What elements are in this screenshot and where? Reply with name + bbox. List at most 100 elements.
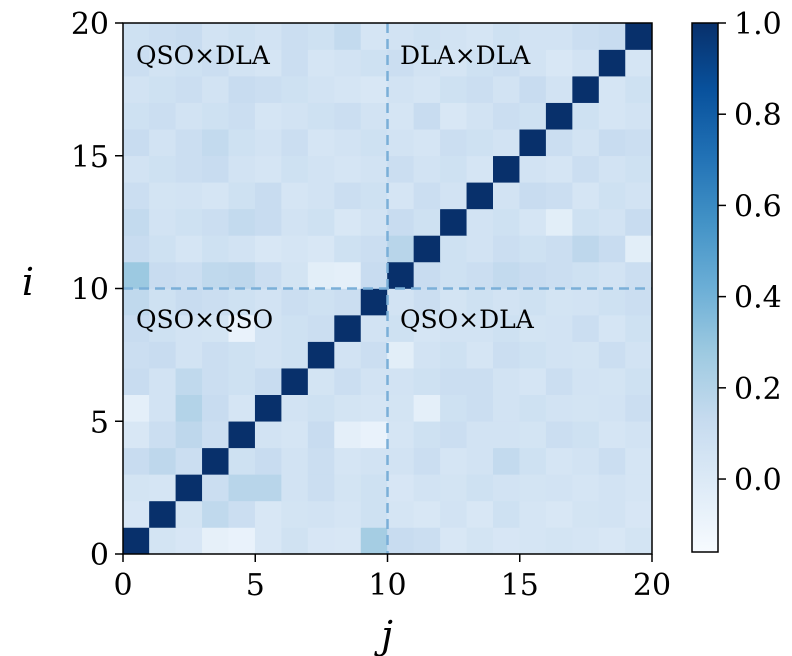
heatmap-cell bbox=[122, 49, 150, 77]
heatmap-cell bbox=[519, 367, 547, 395]
heatmap-cell bbox=[228, 102, 256, 130]
heatmap-cell bbox=[598, 367, 626, 395]
heatmap-cell bbox=[387, 22, 415, 50]
heatmap-cell bbox=[149, 235, 177, 263]
heatmap-cell bbox=[387, 527, 415, 555]
heatmap-cell bbox=[228, 182, 256, 210]
heatmap-cell bbox=[572, 341, 600, 369]
heatmap-cell bbox=[519, 235, 547, 263]
heatmap-cell bbox=[466, 420, 494, 449]
heatmap-cell bbox=[334, 49, 362, 77]
heatmap-cell bbox=[175, 182, 203, 210]
heatmap-cell bbox=[122, 474, 150, 502]
heatmap-cell bbox=[572, 49, 600, 77]
heatmap-cell bbox=[307, 261, 335, 289]
heatmap-cell bbox=[545, 367, 573, 395]
heatmap-cell bbox=[307, 474, 335, 502]
heatmap-cell bbox=[493, 341, 521, 369]
colorbar-tick-label: 0.8 bbox=[734, 98, 782, 133]
heatmap-cell bbox=[440, 288, 468, 316]
heatmap-cell bbox=[307, 49, 335, 77]
heatmap-cell bbox=[625, 500, 653, 528]
heatmap-cell bbox=[545, 447, 573, 475]
heatmap-cell bbox=[519, 182, 547, 210]
heatmap-cell bbox=[493, 420, 521, 449]
heatmap-cell bbox=[254, 314, 282, 342]
heatmap-cell bbox=[493, 367, 521, 395]
heatmap-cell bbox=[572, 314, 600, 342]
heatmap-cell bbox=[149, 208, 177, 236]
heatmap-cell bbox=[413, 367, 441, 395]
heatmap-cell bbox=[202, 128, 230, 157]
heatmap-cell bbox=[545, 208, 573, 236]
heatmap-cell bbox=[413, 314, 441, 342]
heatmap-cell bbox=[254, 22, 282, 50]
heatmap-cell bbox=[625, 341, 653, 369]
heatmap-cell bbox=[175, 447, 203, 475]
heatmap-cell bbox=[519, 208, 547, 236]
heatmap-cell bbox=[202, 314, 230, 342]
heatmap-cell bbox=[466, 314, 494, 342]
heatmap-cell bbox=[307, 208, 335, 236]
heatmap-cell bbox=[307, 182, 335, 210]
heatmap-cell bbox=[360, 288, 388, 316]
heatmap-cell bbox=[281, 367, 309, 395]
heatmap-cell bbox=[598, 155, 626, 183]
heatmap-cell bbox=[545, 420, 573, 449]
heatmap-cell bbox=[598, 500, 626, 528]
heatmap-cell bbox=[440, 208, 468, 236]
heatmap-cell bbox=[360, 527, 388, 555]
heatmap-cell bbox=[598, 288, 626, 316]
heatmap-cell bbox=[228, 235, 256, 263]
heatmap-cell bbox=[254, 102, 282, 130]
heatmap-cell bbox=[572, 420, 600, 449]
heatmap-cell bbox=[413, 447, 441, 475]
heatmap-cell bbox=[307, 102, 335, 130]
heatmap-cell bbox=[413, 75, 441, 103]
heatmap-cell bbox=[440, 447, 468, 475]
heatmap-cell bbox=[493, 235, 521, 263]
heatmap-cell bbox=[334, 341, 362, 369]
heatmap-cell bbox=[625, 474, 653, 502]
heatmap-cell bbox=[149, 447, 177, 475]
heatmap-cell bbox=[387, 128, 415, 157]
heatmap-cell bbox=[360, 75, 388, 103]
heatmap-cell bbox=[228, 394, 256, 422]
heatmap-cell bbox=[625, 102, 653, 130]
heatmap-cell bbox=[122, 75, 150, 103]
heatmap-cell bbox=[519, 102, 547, 130]
heatmap-cell bbox=[598, 527, 626, 555]
heatmap-cell bbox=[519, 394, 547, 422]
heatmap-cell bbox=[440, 49, 468, 77]
heatmap-cell bbox=[202, 75, 230, 103]
heatmap-cell bbox=[254, 394, 282, 422]
heatmap-cell bbox=[625, 128, 653, 157]
colorbar-gradient bbox=[691, 22, 719, 553]
heatmap-cell bbox=[334, 420, 362, 449]
heatmap-cell bbox=[625, 49, 653, 77]
x-tick-label: 5 bbox=[246, 568, 265, 603]
colorbar-tick-label: 0.4 bbox=[734, 281, 782, 316]
heatmap-cell bbox=[572, 447, 600, 475]
heatmap-cell bbox=[466, 128, 494, 157]
heatmap-cell bbox=[413, 261, 441, 289]
heatmap-cell bbox=[440, 527, 468, 555]
heatmap-cell bbox=[228, 420, 256, 449]
heatmap-cell bbox=[598, 75, 626, 103]
heatmap-cell bbox=[387, 235, 415, 263]
heatmap-cell bbox=[334, 447, 362, 475]
heatmap-cell bbox=[175, 394, 203, 422]
heatmap-cell bbox=[202, 155, 230, 183]
heatmap-cell bbox=[598, 22, 626, 50]
heatmap-cell bbox=[387, 155, 415, 183]
quadrant-label-top-left: QSO×DLA bbox=[136, 41, 271, 70]
heatmap-cell bbox=[519, 314, 547, 342]
heatmap-cell bbox=[334, 235, 362, 263]
heatmap-cell bbox=[254, 208, 282, 236]
heatmap-cell bbox=[413, 102, 441, 130]
heatmap-cell bbox=[307, 447, 335, 475]
heatmap-cell bbox=[519, 500, 547, 528]
heatmap-cell bbox=[466, 474, 494, 502]
heatmap-cell bbox=[572, 128, 600, 157]
heatmap-cell bbox=[334, 182, 362, 210]
